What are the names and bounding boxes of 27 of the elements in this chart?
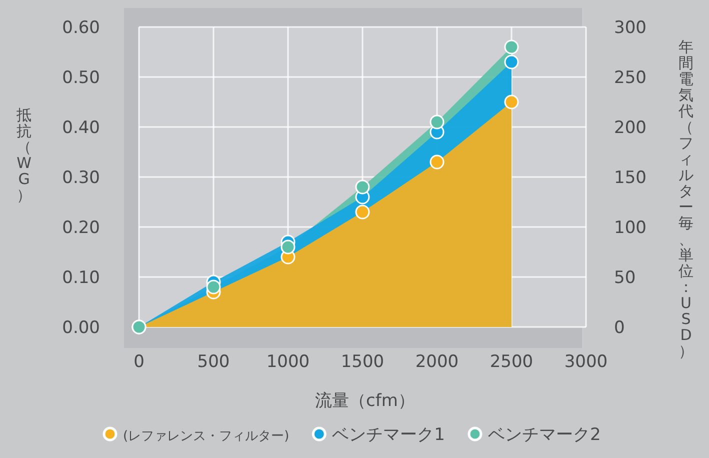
y2-tick-label: 200	[614, 118, 646, 138]
y-tick-label: 0.10	[62, 268, 100, 288]
x-tick-label: 1000	[266, 352, 310, 372]
x-tick-label: 1500	[340, 352, 384, 372]
y-axis-title: 抵抗（WG）	[16, 106, 32, 204]
y2-tick-label: 50	[614, 268, 636, 288]
x-tick-label: 500	[197, 352, 230, 372]
legend-label: (レファレンス・フィルター)	[123, 429, 290, 444]
x-tick-label: 2500	[490, 352, 534, 372]
x-axis-title: 流量（cfm）	[315, 391, 415, 411]
y-tick-label: 0.00	[62, 318, 100, 338]
y-tick-label: 0.60	[62, 18, 100, 38]
y2-tick-label: 0	[614, 318, 625, 338]
legend-label: ベンチマーク2	[488, 425, 601, 445]
y-tick-label: 0.40	[62, 118, 100, 138]
y2-tick-label: 100	[614, 218, 646, 238]
x-tick-label: 3000	[564, 352, 608, 372]
legend-label: ベンチマーク1	[332, 425, 445, 445]
y-tick-label: 0.50	[62, 68, 100, 88]
y2-tick-label: 300	[614, 18, 646, 38]
y2-tick-label: 250	[614, 68, 646, 88]
y2-tick-label: 150	[614, 168, 646, 188]
y2-axis-title: 年間電気代（フィルター毎、単位：USD）	[678, 38, 694, 360]
y-tick-label: 0.20	[62, 218, 100, 238]
x-tick-label: 2000	[415, 352, 459, 372]
y-tick-label: 0.30	[62, 168, 100, 188]
x-tick-label: 0	[134, 352, 144, 372]
